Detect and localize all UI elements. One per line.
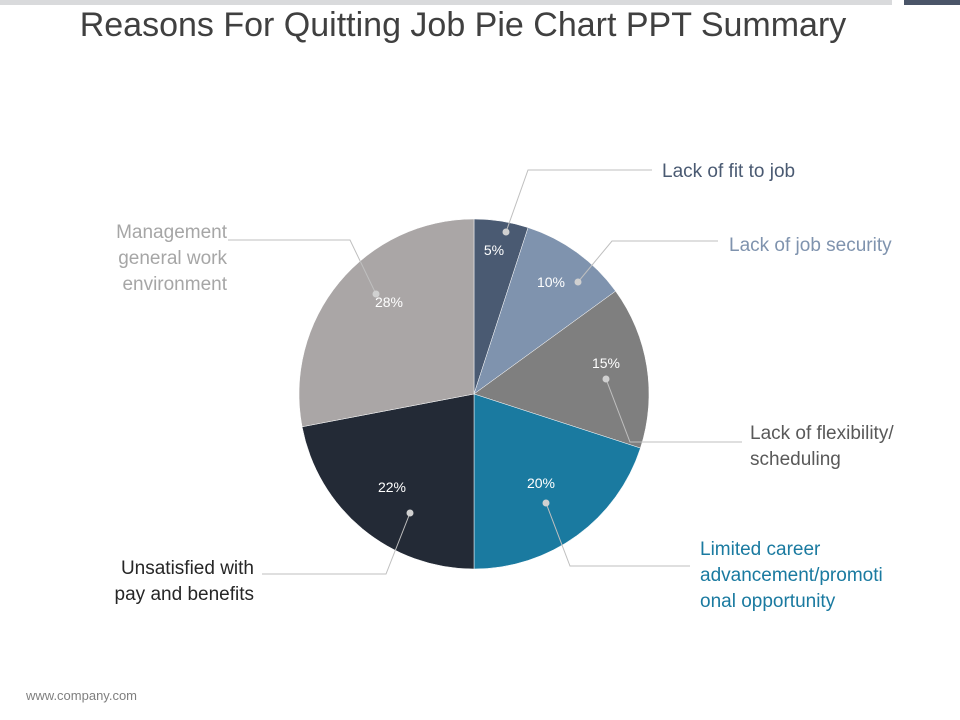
pie-slice [301,393,475,570]
slice-category-label: Lack of fit to job [662,161,795,182]
pie-slice [473,290,650,449]
pie-slice [473,227,616,395]
slice-category-label: Lack of job security [729,235,892,256]
slice-category-label: Limited career [700,539,821,560]
leader-dot [542,499,550,507]
slice-category-label: Management [116,222,228,243]
top-accent-bar-dark [904,0,960,5]
slice-value-label: 20% [527,475,555,491]
slice-value-label: 15% [592,355,620,371]
leader-dot [372,290,380,298]
leader-dot [406,509,414,517]
slice-category-label: pay and benefits [115,584,254,605]
slice-category-label: advancement/promoti [700,565,883,586]
slice-category-label: Lack of flexibility/ [750,423,894,444]
leader-line [505,169,652,233]
leader-line [605,378,742,443]
leader-line [228,239,377,295]
footer-url: www.company.com [26,688,138,703]
slice-category-label: general work [118,248,227,269]
slice-value-label: 5% [484,242,504,258]
slice-value-label: 28% [375,294,403,310]
slice-value-label: 22% [378,479,406,495]
top-accent-bar [0,0,892,5]
pie-slice [298,218,475,428]
slice-category-label: environment [122,274,227,295]
leader-dot [602,375,610,383]
slice-value-label: 10% [537,274,565,290]
leader-line [262,512,411,575]
leader-line [545,502,690,567]
slice-category-label: Unsatisfied with [121,558,254,579]
slice-category-label: onal opportunity [700,591,836,612]
page-title: Reasons For Quitting Job Pie Chart PPT S… [79,6,847,44]
leader-line [577,240,718,283]
slice-category-label: scheduling [750,449,841,470]
leader-dot [574,278,582,286]
pie-slice [473,393,641,570]
leader-dot [502,228,510,236]
